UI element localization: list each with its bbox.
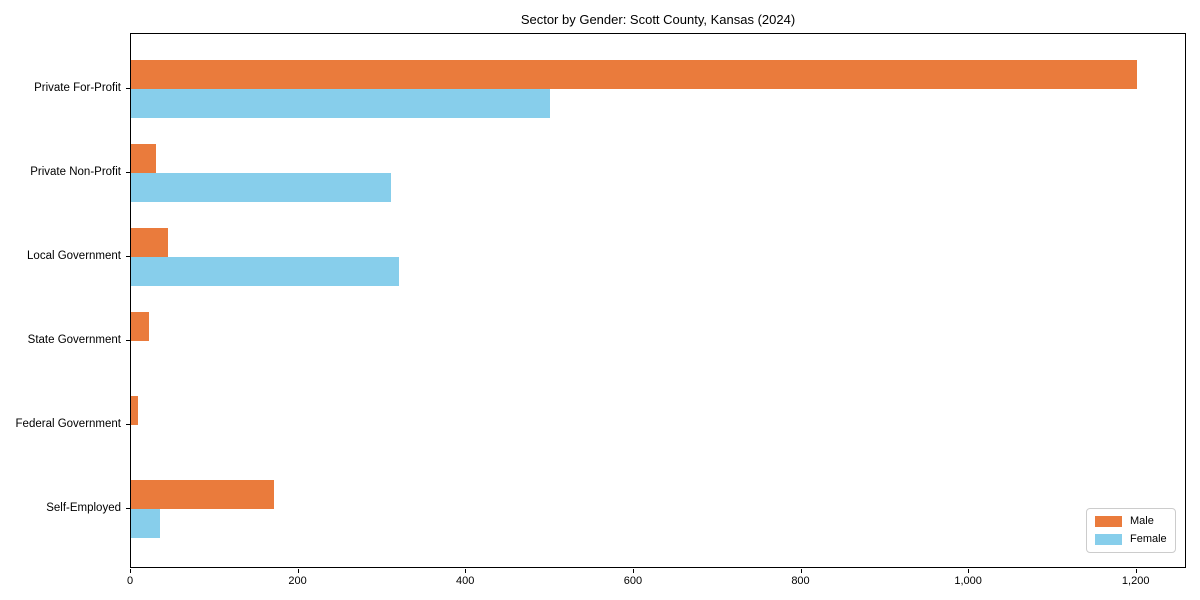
y-tick-label: State Government — [27, 334, 121, 346]
legend-label: Male — [1130, 515, 1154, 527]
x-tick-label: 1,200 — [1121, 575, 1150, 587]
x-tick-label: 200 — [288, 575, 307, 587]
legend-swatch-male — [1095, 516, 1122, 527]
x-tick-label: 0 — [126, 575, 134, 587]
plot-area: Male Female — [130, 33, 1186, 568]
bar-male-3 — [131, 228, 168, 257]
bar-female-2 — [131, 173, 391, 202]
bar-female-3 — [131, 257, 400, 286]
bar-male-1 — [131, 60, 1137, 89]
bar-male-4 — [131, 312, 150, 341]
x-tick-mark — [968, 569, 970, 573]
y-tick-mark — [126, 508, 130, 509]
y-tick-label: Private Non-Profit — [30, 166, 121, 178]
legend-entry-female: Female — [1095, 533, 1167, 546]
x-tick-mark — [130, 569, 131, 573]
y-tick-mark — [126, 172, 130, 173]
bar-male-6 — [131, 480, 274, 509]
bar-male-2 — [131, 144, 157, 173]
legend: Male Female — [1086, 508, 1176, 553]
x-tick-mark — [632, 569, 634, 573]
y-tick-label: Local Government — [27, 250, 121, 262]
bar-female-6 — [131, 509, 161, 538]
y-tick-mark — [126, 424, 130, 425]
y-tick-label: Private For-Profit — [34, 82, 121, 94]
legend-swatch-female — [1095, 534, 1122, 545]
x-tick-label: 800 — [791, 575, 810, 587]
legend-entry-male: Male — [1095, 515, 1167, 528]
x-tick-label: 600 — [623, 575, 643, 587]
y-tick-label: Self-Employed — [46, 502, 121, 514]
x-tick-mark — [800, 569, 802, 573]
y-tick-mark — [126, 340, 130, 341]
chart-title: Sector by Gender: Scott County, Kansas (… — [520, 12, 796, 27]
x-tick-mark — [465, 569, 467, 573]
x-tick-mark — [297, 569, 299, 573]
x-tick-label: 1,000 — [954, 575, 982, 587]
bar-female-1 — [131, 89, 550, 118]
y-tick-label: Federal Government — [15, 418, 121, 430]
y-tick-mark — [126, 88, 130, 89]
x-tick-label: 400 — [456, 575, 475, 587]
y-tick-mark — [126, 256, 130, 257]
x-tick-mark — [1135, 569, 1137, 573]
bar-male-5 — [131, 396, 138, 425]
legend-label: Female — [1130, 533, 1167, 545]
